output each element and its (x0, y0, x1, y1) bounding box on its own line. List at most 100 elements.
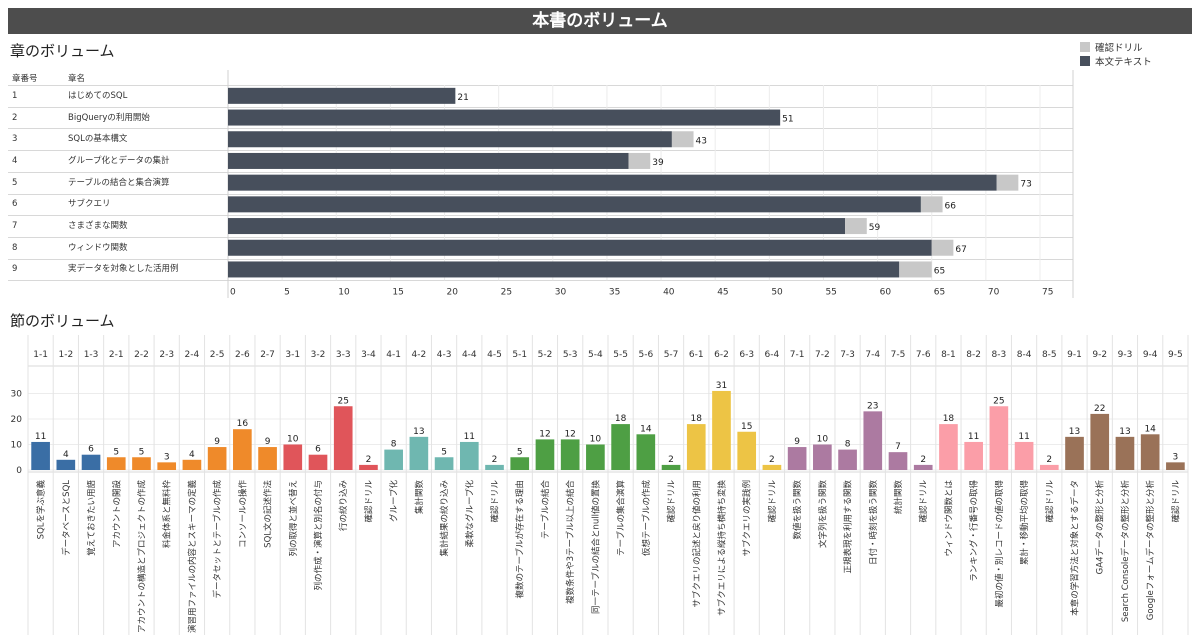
bar-total-label: 59 (869, 223, 881, 233)
legend-swatch-text (1080, 56, 1090, 66)
section-name-label: ウィンドウ関数とは (943, 480, 954, 557)
section-bar (762, 464, 782, 470)
bar-drill (931, 239, 954, 256)
section-value-label: 15 (741, 422, 752, 432)
section-value-label: 2 (769, 455, 775, 465)
section-name-label: 集計関数 (414, 480, 425, 515)
section-name-label: テーブルの結合 (540, 480, 551, 539)
section-name-label: 複数条件や3テーブル以上の結合 (565, 480, 576, 604)
bar-total-label: 39 (652, 158, 664, 168)
section-value-label: 12 (564, 429, 575, 439)
bar-main-text (228, 109, 781, 126)
section-number-label: 9-3 (1118, 350, 1133, 360)
bar-total-label: 73 (1020, 180, 1031, 190)
section-number-label: 4-5 (487, 350, 502, 360)
chapter-number: 2 (12, 112, 18, 123)
section-bar (1140, 434, 1160, 470)
section-value-label: 9 (265, 437, 271, 447)
section-value-label: 10 (590, 435, 602, 445)
section-name-label: 覚えておきたい用語 (86, 480, 97, 556)
chapter-name: テーブルの結合と集合演算 (68, 177, 170, 188)
section-bar (863, 411, 883, 470)
section-number-label: 8-5 (1042, 350, 1057, 360)
section-bar (207, 447, 227, 470)
section-bar (611, 424, 630, 470)
section-number-label: 3-4 (361, 350, 376, 360)
chapter-name: サブクエリ (68, 199, 111, 210)
section-value-label: 7 (895, 442, 901, 452)
x-tick-label: 40 (663, 287, 675, 297)
section-name-label: 正規表現を利用する関数 (843, 480, 854, 574)
section-bar (1014, 441, 1034, 470)
section-number-label: 9-2 (1092, 350, 1107, 360)
section-value-label: 13 (1069, 427, 1080, 437)
section-number-label: 9-5 (1168, 350, 1183, 360)
section-name-label: 統計関数 (893, 480, 904, 515)
section-bar (31, 441, 50, 470)
section-bar (661, 464, 681, 470)
section-bar (888, 452, 908, 470)
row-divider (8, 171, 1073, 173)
section-value-label: 12 (539, 429, 550, 439)
chapter-number: 8 (12, 242, 18, 253)
section-value-label: 18 (615, 414, 627, 424)
section-value-label: 5 (441, 447, 447, 457)
chapter-name: SQLの基本構文 (68, 134, 128, 145)
section-name-label: 文字列を扱う関数 (817, 480, 828, 549)
y-tick-label: 30 (11, 390, 23, 400)
section-value-label: 5 (139, 447, 145, 457)
section-value-label: 11 (464, 432, 475, 442)
x-tick-label: 15 (392, 287, 403, 297)
section-number-label: 2-5 (210, 350, 225, 360)
section-bar (409, 436, 429, 470)
legend-item-text[interactable]: 本文テキスト (1080, 54, 1152, 68)
section-name-label: 確認ドリル (1044, 480, 1055, 523)
section-number-label: 3-3 (336, 350, 351, 360)
section-number-label: 2-2 (134, 350, 149, 360)
bar-total-label: 67 (955, 245, 966, 255)
row-divider (8, 85, 1073, 86)
section-bar (686, 424, 706, 470)
legend-swatch-drill (1080, 42, 1090, 52)
section-name-label: 数値を扱う関数 (792, 480, 803, 540)
row-divider (8, 150, 1073, 152)
bar-total-label: 65 (934, 266, 945, 276)
chapter-name: BigQueryの利用開始 (68, 112, 150, 123)
section-value-label: 3 (164, 452, 170, 462)
section-value-label: 8 (845, 440, 851, 450)
section-number-label: 7-2 (815, 350, 830, 360)
section-bar (737, 431, 757, 470)
section-value-label: 6 (315, 445, 321, 455)
section-number-label: 6-2 (714, 350, 729, 360)
section-number-label: 4-1 (386, 350, 401, 360)
x-tick-label: 60 (880, 287, 892, 297)
x-tick-label: 55 (825, 287, 836, 297)
section-bar (359, 464, 378, 470)
section-bar (459, 441, 479, 470)
chapter-name: さまざまな関数 (68, 221, 128, 232)
section-value-label: 10 (287, 435, 299, 445)
section-number-label: 3-1 (285, 350, 300, 360)
section-name-label: 柔軟なグループ化 (464, 480, 475, 548)
legend-item-drill[interactable]: 確認ドリル (1080, 40, 1152, 54)
section-name-label: Search Consoleデータの整形と分析 (1120, 480, 1131, 623)
bar-main-text (228, 261, 900, 278)
chapter-number: 5 (12, 177, 18, 188)
section-name-label: 演習用ファイルの内容とスキーマの定義 (187, 480, 198, 634)
section-bar (838, 449, 857, 470)
x-tick-label: 75 (1042, 287, 1053, 297)
x-tick-label: 0 (230, 287, 236, 297)
section-number-label: 6-3 (739, 350, 754, 360)
bar-total-label: 21 (457, 93, 468, 103)
section-number-label: 2-4 (185, 350, 200, 360)
x-tick-label: 70 (988, 287, 1000, 297)
bar-main-text (228, 196, 921, 213)
section-number-label: 3-2 (311, 350, 326, 360)
row-divider (8, 215, 1073, 217)
legend: 確認ドリル 本文テキスト (1080, 40, 1152, 68)
chapter-number: 7 (12, 221, 18, 232)
bar-main-text (228, 131, 672, 148)
section-number-label: 5-4 (588, 350, 603, 360)
section-name-label: 確認ドリル (490, 480, 501, 523)
section-name-label: 確認ドリル (767, 480, 778, 523)
